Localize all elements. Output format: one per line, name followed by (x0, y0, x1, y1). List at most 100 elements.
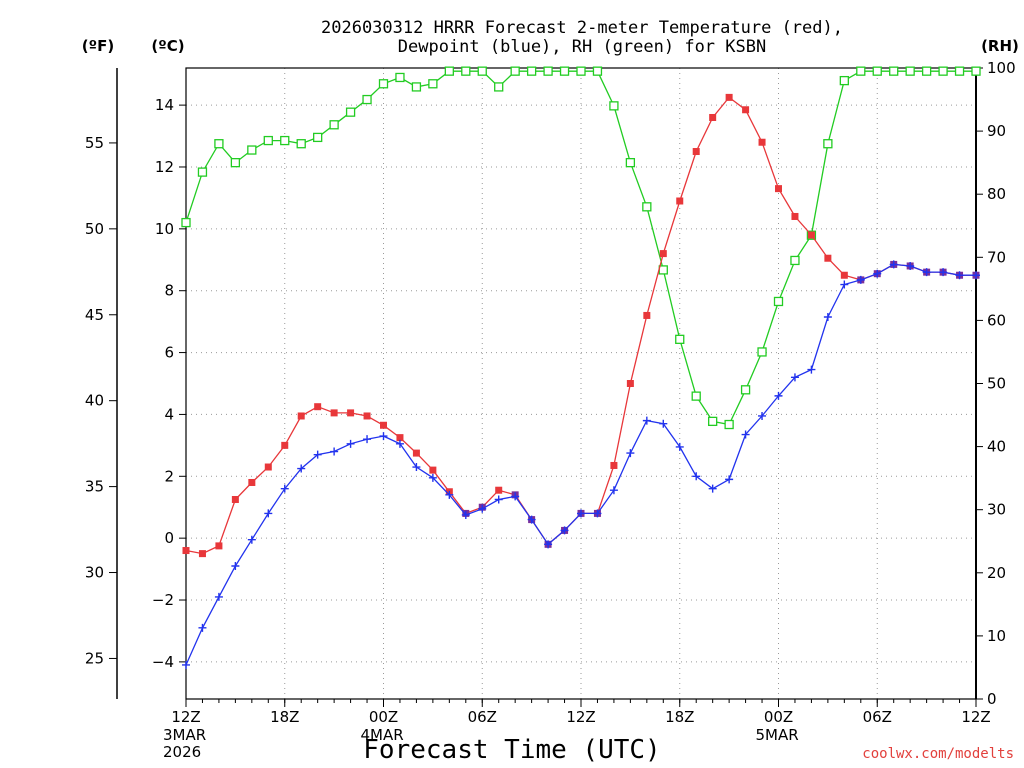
rh-tick-label: 90 (987, 122, 1006, 140)
rh-point (197, 167, 208, 177)
celsius-tick-label: 14 (155, 96, 174, 114)
dewpoint-point (774, 391, 783, 400)
temperature-point (643, 311, 651, 319)
rh-tick-label: 30 (987, 501, 1006, 519)
dewpoint-point (346, 439, 355, 448)
dewpoint-point (725, 475, 734, 484)
temperature-point (363, 412, 371, 420)
dewpoint-point (297, 464, 306, 473)
temperature-point (807, 231, 815, 239)
temperature-point (659, 250, 667, 258)
series-line-temperature (185, 96, 976, 555)
series-line-rh (185, 70, 976, 426)
dewpoint-point (214, 592, 223, 601)
celsius-tick-label: 2 (164, 467, 174, 485)
rh-point (214, 139, 224, 149)
dewpoint-point (395, 439, 404, 448)
rh-point (263, 135, 273, 146)
temperature-point (676, 197, 684, 205)
rh-point (773, 296, 784, 307)
dewpoint-point (494, 495, 503, 504)
rh-point (954, 66, 965, 76)
dewpoint-point (856, 275, 865, 284)
rh-point (296, 139, 306, 149)
temperature-point (775, 185, 782, 193)
dewpoint-point (692, 472, 701, 481)
x-date-label: 2026 (163, 743, 201, 761)
dewpoint-point (379, 432, 388, 441)
rh-point (790, 255, 800, 266)
x-tick-label: 06Z (863, 708, 892, 726)
rh-tick-label: 20 (987, 564, 1006, 582)
x-axis-label: Forecast Time (UTC) (363, 735, 660, 765)
dewpoint-point (330, 447, 339, 456)
celsius-tick-label: 12 (155, 158, 174, 176)
rh-tick-label: 0 (987, 690, 997, 708)
rh-point (938, 66, 948, 76)
x-tick-label: 12Z (566, 708, 595, 726)
chart-title: 2026030312 HRRR Forecast 2-meter Tempera… (321, 18, 843, 57)
fahrenheit-tick-label: 50 (85, 220, 104, 238)
dewpoint-point (461, 510, 470, 519)
rh-point (708, 416, 718, 427)
dewpoint-point (758, 411, 767, 420)
rh-point (362, 94, 372, 105)
rh-point (230, 157, 241, 168)
rh-point (839, 75, 849, 86)
rh-point (526, 66, 537, 76)
celsius-tick-label: −2 (152, 591, 174, 609)
dewpoint-point (922, 268, 931, 277)
rh-point (428, 79, 438, 89)
dewpoint-point (544, 540, 553, 549)
fahrenheit-tick-label: 35 (85, 478, 104, 496)
rh-point (642, 202, 652, 212)
rh-point (905, 66, 915, 76)
dewpoint-point (511, 492, 520, 501)
dewpoint-point (708, 484, 717, 493)
dewpoint-point (478, 504, 487, 513)
temperature-point (626, 380, 634, 387)
axis-unit-labels: (ºF) (ºC) (RH) (82, 37, 1019, 55)
dewpoint-point (264, 509, 273, 518)
celsius-tick-label: 0 (164, 529, 174, 547)
rh-point (181, 217, 191, 228)
rh-tick-label: 10 (987, 627, 1006, 645)
dewpoint-point (626, 449, 635, 458)
rh-point (510, 66, 520, 76)
temperature-point (396, 434, 404, 442)
rh-tick-label: 40 (987, 438, 1006, 456)
fahrenheit-tick-label: 25 (85, 649, 104, 667)
rh-point (757, 347, 767, 357)
dewpoint-point (247, 535, 256, 544)
axes (116, 67, 977, 700)
dewpoint-point (955, 271, 964, 280)
rh-point (675, 334, 685, 344)
series-dewpoint (182, 260, 980, 669)
temperature-point (281, 441, 289, 449)
fahrenheit-tick-label: 55 (85, 134, 104, 152)
rh-tick-label: 80 (987, 185, 1006, 203)
dewpoint-point (182, 660, 190, 669)
fahrenheit-tick-label: 40 (85, 392, 104, 410)
rh-tick-label: 60 (987, 311, 1006, 329)
rh-point (494, 82, 504, 92)
rh-point (823, 139, 833, 149)
rh-point (477, 66, 487, 76)
dewpoint-point (873, 269, 882, 278)
temperature-point (248, 478, 256, 486)
credit-link[interactable]: coolwx.com/modelts (862, 746, 1014, 762)
temperature-point (725, 93, 733, 101)
dewpoint-point (560, 526, 569, 535)
rh-point (444, 66, 454, 76)
dewpoint-point (280, 484, 289, 493)
rh-point (559, 66, 570, 76)
dewpoint-point (445, 490, 454, 499)
rh-point (329, 120, 339, 130)
rh-tick-label: 100 (987, 59, 1016, 77)
temperature-point (692, 148, 700, 156)
rh-point (889, 66, 899, 76)
celsius-unit-label: (ºC) (151, 37, 184, 55)
rh-point (872, 66, 882, 76)
temperature-point (412, 449, 420, 457)
dewpoint-point (593, 509, 602, 518)
